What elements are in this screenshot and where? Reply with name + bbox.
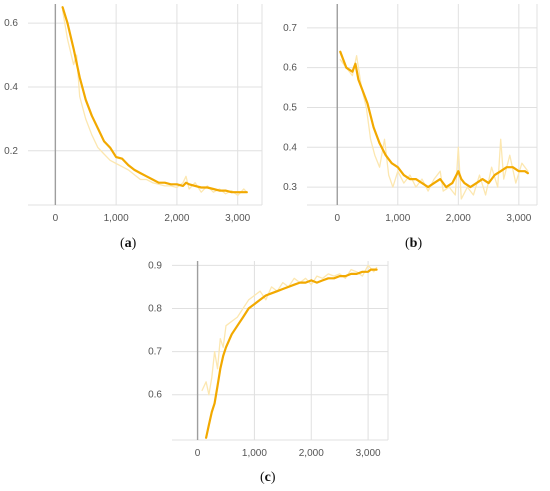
x-tick-label: 0 — [53, 213, 59, 224]
caption-c-letter: c — [264, 470, 271, 485]
x-tick-label: 2,000 — [299, 448, 324, 459]
series-smoothed-line — [339, 50, 529, 189]
x-tick-label: 3,000 — [356, 448, 381, 459]
y-tick-label: 0.4 — [283, 142, 297, 153]
y-tick-label: 0.3 — [283, 182, 297, 193]
x-tick-label: 1,000 — [242, 448, 267, 459]
tick-labels-b: 0 1,000 2,000 3,000 0.3 0.4 0.5 0.6 0.7 — [283, 23, 532, 224]
grid-b — [307, 4, 538, 206]
caption-b: (b) — [405, 236, 422, 252]
caption-c: (c) — [260, 470, 276, 486]
series-smoothed-line — [204, 268, 378, 439]
tick-labels-c: 0 1,000 2,000 3,000 0.6 0.7 0.8 0.9 — [148, 260, 381, 459]
caption-a-letter: a — [124, 236, 132, 251]
y-tick-label: 0.8 — [148, 303, 162, 314]
y-tick-label: 0.6 — [148, 390, 162, 401]
caption-b-close: ) — [417, 236, 423, 251]
y-tick-label: 0.5 — [283, 102, 297, 113]
x-tick-label: 0 — [334, 213, 340, 224]
y-tick-label: 0.4 — [4, 82, 18, 93]
caption-c-open: ( — [260, 470, 265, 485]
x-tick-label: 1,000 — [385, 213, 410, 224]
chart-a: 0 1,000 2,000 3,000 0.2 0.4 0.6 — [4, 4, 263, 224]
caption-b-letter: b — [409, 236, 418, 251]
y-tick-label: 0.6 — [283, 63, 297, 74]
caption-b-open: ( — [405, 236, 410, 251]
caption-a-close: ) — [131, 236, 137, 251]
y-tick-label: 0.7 — [148, 347, 162, 358]
series-smoothed-line — [61, 6, 248, 194]
y-tick-label: 0.6 — [4, 18, 18, 29]
y-tick-label: 0.2 — [4, 146, 18, 157]
series-raw-line — [339, 55, 529, 200]
series-raw-line — [201, 264, 378, 396]
caption-a-open: ( — [120, 236, 125, 251]
caption-a: (a) — [120, 236, 136, 252]
chart-c: 0 1,000 2,000 3,000 0.6 0.7 0.8 0.9 — [148, 260, 389, 459]
x-tick-label: 1,000 — [104, 213, 129, 224]
y-tick-label: 0.9 — [148, 260, 162, 271]
tick-labels-a: 0 1,000 2,000 3,000 0.2 0.4 0.6 — [4, 18, 251, 224]
x-tick-label: 2,000 — [446, 213, 471, 224]
caption-c-close: ) — [270, 470, 276, 485]
y-tick-label: 0.7 — [283, 23, 297, 34]
x-tick-label: 3,000 — [225, 213, 250, 224]
x-tick-label: 2,000 — [164, 213, 189, 224]
series-raw-line — [61, 9, 248, 197]
grid-c — [172, 261, 389, 441]
x-tick-label: 0 — [195, 448, 201, 459]
chart-b: 0 1,000 2,000 3,000 0.3 0.4 0.5 0.6 0.7 — [283, 4, 538, 224]
x-tick-label: 3,000 — [506, 213, 531, 224]
